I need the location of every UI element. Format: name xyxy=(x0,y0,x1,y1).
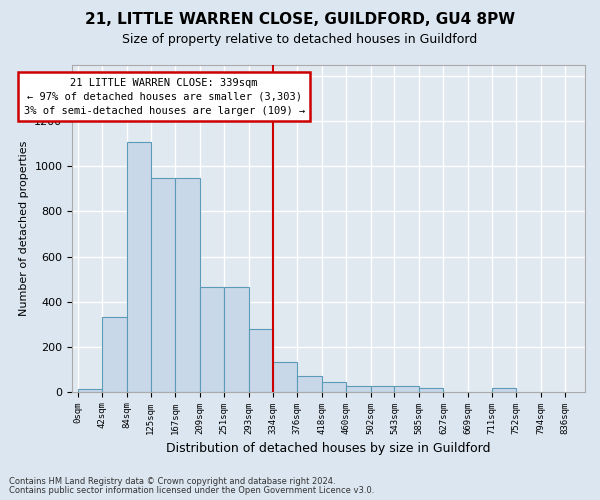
X-axis label: Distribution of detached houses by size in Guildford: Distribution of detached houses by size … xyxy=(166,442,491,455)
Bar xyxy=(127,142,151,392)
Text: Size of property relative to detached houses in Guildford: Size of property relative to detached ho… xyxy=(122,32,478,46)
Y-axis label: Number of detached properties: Number of detached properties xyxy=(19,140,29,316)
Bar xyxy=(200,287,224,392)
Bar xyxy=(394,386,419,392)
Bar xyxy=(103,318,127,392)
Bar xyxy=(419,388,443,392)
Text: 21, LITTLE WARREN CLOSE, GUILDFORD, GU4 8PW: 21, LITTLE WARREN CLOSE, GUILDFORD, GU4 … xyxy=(85,12,515,28)
Text: Contains public sector information licensed under the Open Government Licence v3: Contains public sector information licen… xyxy=(9,486,374,495)
Bar xyxy=(297,376,322,392)
Bar xyxy=(224,287,249,392)
Bar xyxy=(78,390,103,392)
Bar xyxy=(493,388,516,392)
Bar xyxy=(371,386,394,392)
Bar xyxy=(151,178,175,392)
Bar xyxy=(175,178,200,392)
Text: Contains HM Land Registry data © Crown copyright and database right 2024.: Contains HM Land Registry data © Crown c… xyxy=(9,477,335,486)
Bar xyxy=(346,386,371,392)
Bar xyxy=(249,328,272,392)
Bar xyxy=(322,382,346,392)
Text: 21 LITTLE WARREN CLOSE: 339sqm
← 97% of detached houses are smaller (3,303)
3% o: 21 LITTLE WARREN CLOSE: 339sqm ← 97% of … xyxy=(23,78,305,116)
Bar xyxy=(272,362,297,392)
